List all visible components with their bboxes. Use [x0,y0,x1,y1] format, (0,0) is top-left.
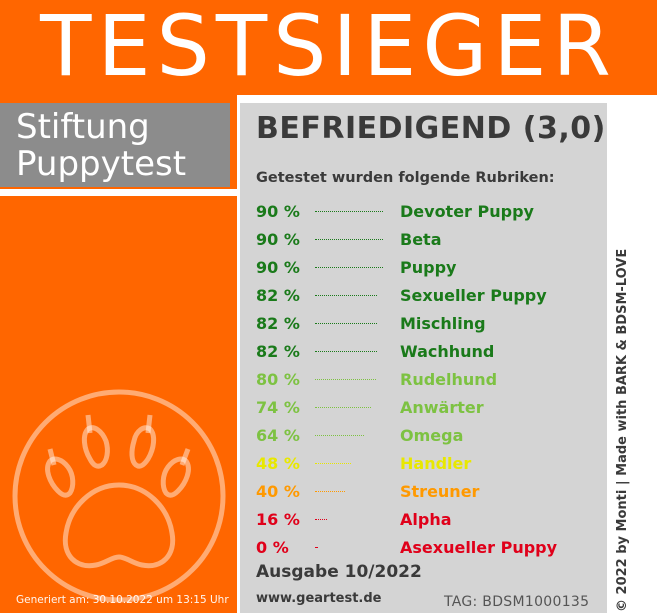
category-percent: 82 % [256,314,300,333]
category-score-line [315,463,351,464]
category-score-line [315,407,371,408]
issue-label: Ausgabe 10/2022 [256,562,422,582]
category-score-line [315,295,377,296]
category-name: Anwärter [400,398,484,417]
category-percent: 48 % [256,454,300,473]
category-percent: 80 % [256,370,300,389]
category-row: 90 % Devoter Puppy [256,200,596,228]
brand-line-1: Stiftung [16,107,150,147]
category-row: 48 % Handler [256,452,596,480]
category-name: Alpha [400,510,452,529]
category-name: Asexueller Puppy [400,538,558,557]
copyright-text: © 2022 by Monti | Made with BARK & BDSM-… [615,248,630,612]
category-row: 90 % Beta [256,228,596,256]
category-score-line [315,351,377,352]
category-score-line [315,239,383,240]
category-name: Rudelhund [400,370,498,389]
category-score-line [315,267,383,268]
category-row: 0 % Asexueller Puppy [256,536,596,564]
category-percent: 40 % [256,482,300,501]
category-percent: 90 % [256,230,300,249]
generated-timestamp: Generiert am: 30.10.2022 um 13:15 Uhr [16,594,229,606]
brand-box: Stiftung Puppytest [0,103,230,187]
category-percent: 74 % [256,398,300,417]
category-percent: 64 % [256,426,300,445]
category-score-line [315,211,383,212]
category-name: Sexueller Puppy [400,286,547,305]
category-name: Devoter Puppy [400,202,534,221]
category-name: Omega [400,426,464,445]
category-row: 74 % Anwärter [256,396,596,424]
category-row: 90 % Puppy [256,256,596,284]
category-percent: 82 % [256,342,300,361]
tag-id: TAG: BDSM1000135 [444,594,590,610]
divider [0,189,237,196]
category-name: Handler [400,454,472,473]
category-percent: 16 % [256,510,300,529]
results-panel [240,103,607,613]
category-row: 82 % Mischling [256,312,596,340]
category-row: 82 % Wachhund [256,340,596,368]
categories-heading: Getestet wurden folgende Rubriken: [256,170,555,186]
category-row: 80 % Rudelhund [256,368,596,396]
category-percent: 90 % [256,258,300,277]
category-row: 40 % Streuner [256,480,596,508]
category-score-line [315,491,345,492]
paw-icon [12,389,226,603]
category-percent: 82 % [256,286,300,305]
category-row: 82 % Sexueller Puppy [256,284,596,312]
category-score-line [315,435,364,436]
brand-line-2: Puppytest [16,144,187,184]
category-name: Puppy [400,258,457,277]
website-link[interactable]: www.geartest.de [256,591,382,606]
rating-title: BEFRIEDIGEND (3,0) [256,111,606,146]
category-percent: 90 % [256,202,300,221]
category-name: Streuner [400,482,480,501]
category-score-line [315,547,317,548]
category-name: Wachhund [400,342,495,361]
category-name: Beta [400,230,442,249]
category-percent: 0 % [256,538,289,557]
banner-title: TESTSIEGER [40,0,617,95]
category-score-line [315,323,377,324]
category-row: 64 % Omega [256,424,596,452]
category-score-line [315,519,327,520]
category-row: 16 % Alpha [256,508,596,536]
category-score-line [315,379,376,380]
category-name: Mischling [400,314,486,333]
testsieger-banner: TESTSIEGER [0,0,657,95]
